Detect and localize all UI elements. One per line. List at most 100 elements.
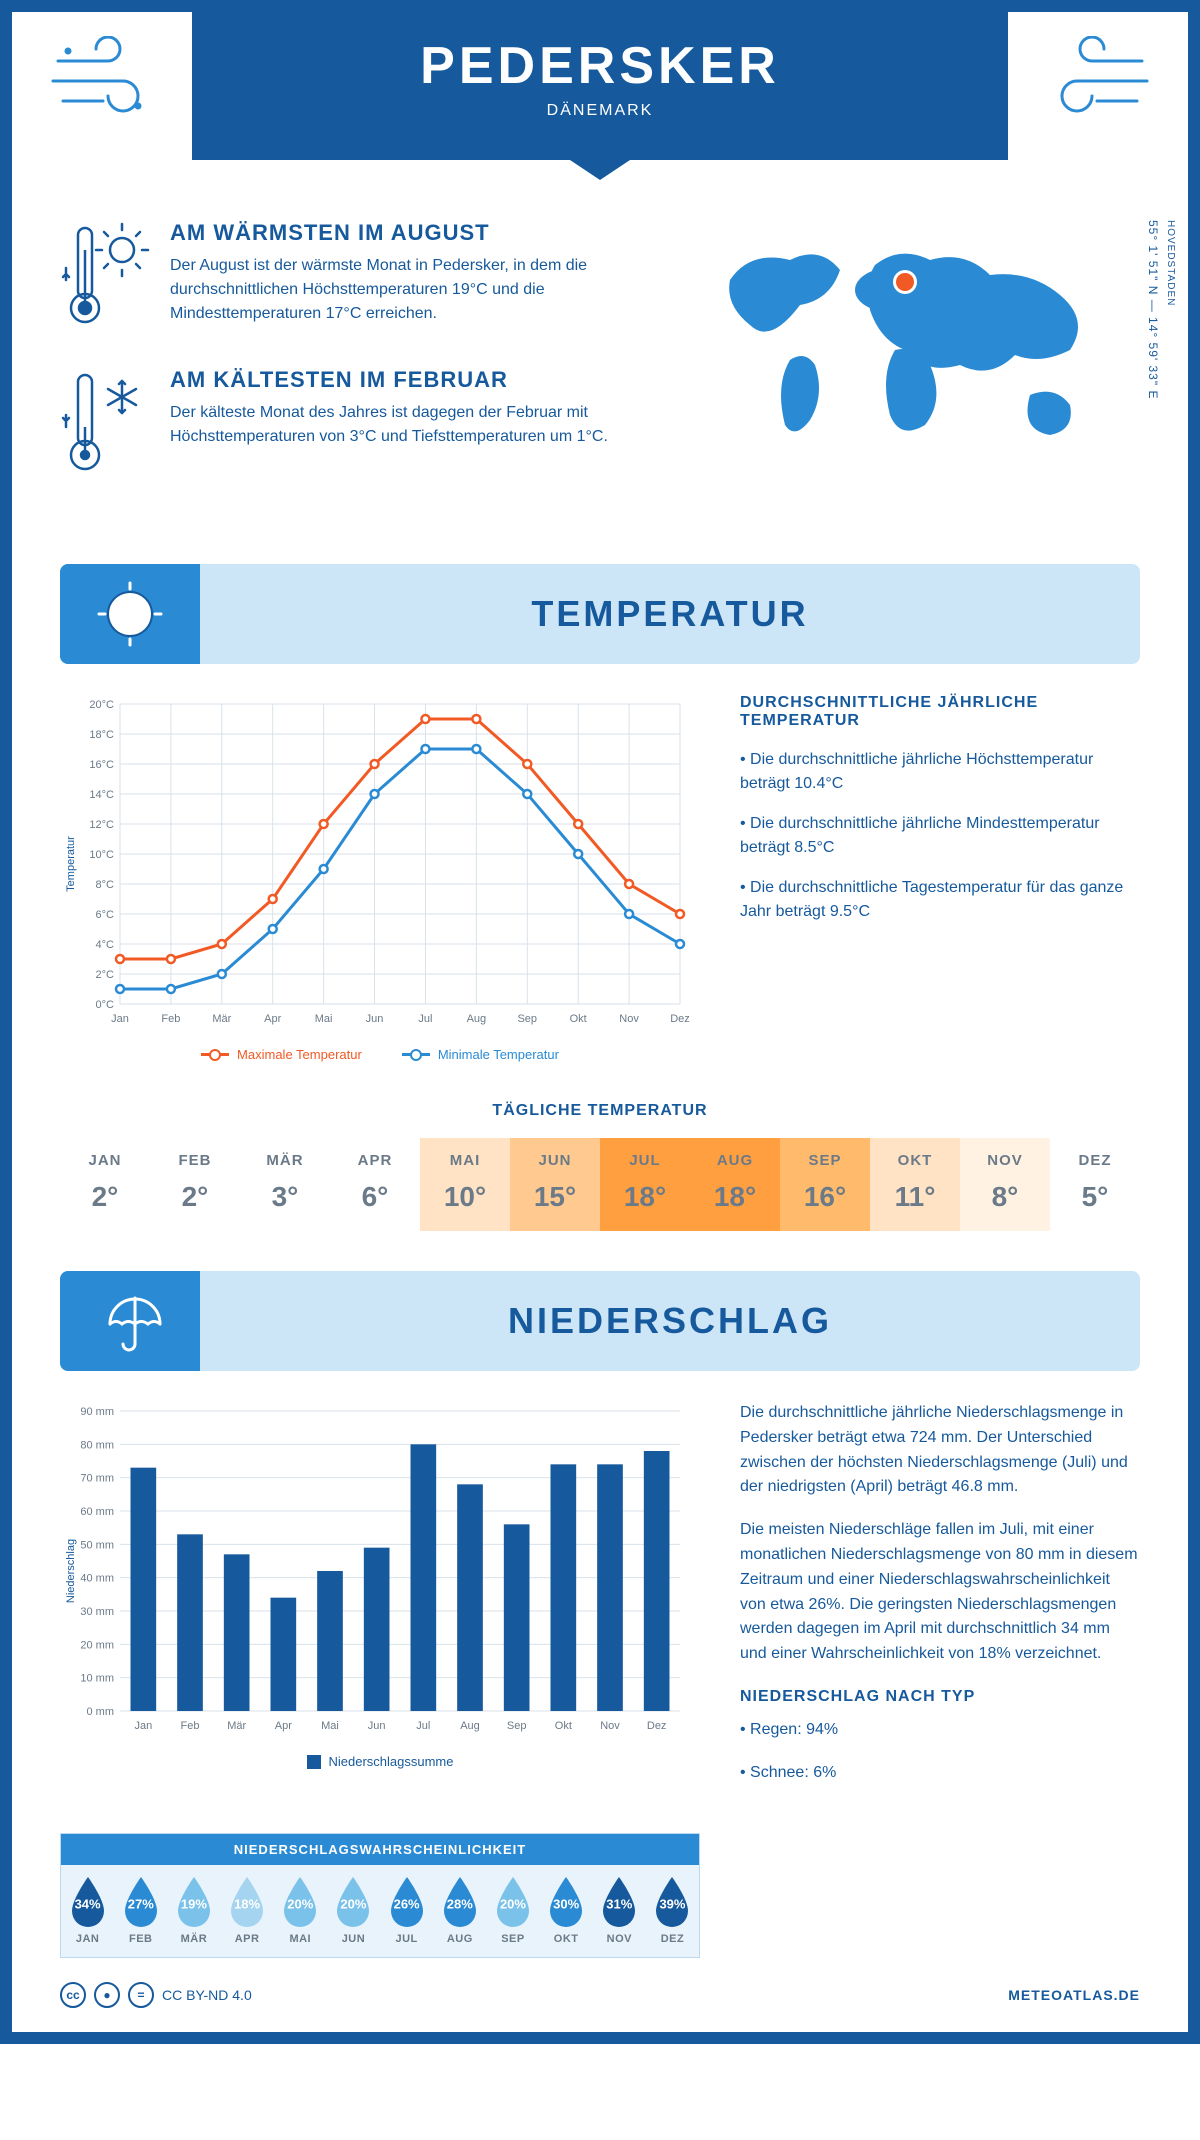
temperature-heading: TEMPERATUR xyxy=(200,593,1140,635)
daily-cell: MÄR3° xyxy=(240,1138,330,1231)
daily-cell: DEZ5° xyxy=(1050,1138,1140,1231)
prob-cell: 27%FEB xyxy=(114,1865,167,1957)
svg-text:Jul: Jul xyxy=(418,1013,432,1025)
precipitation-bar-chart: 0 mm10 mm20 mm30 mm40 mm50 mm60 mm70 mm8… xyxy=(60,1401,700,1803)
prob-cell: 18%APR xyxy=(221,1865,274,1957)
coordinates: 55° 1' 51" N — 14° 59' 33" E xyxy=(1146,220,1160,399)
svg-text:Dez: Dez xyxy=(670,1013,690,1025)
location-title: PEDERSKER xyxy=(192,36,1008,96)
thermometer-sun-icon xyxy=(60,220,150,335)
prob-cell: 20%JUN xyxy=(327,1865,380,1957)
license-text: CC BY-ND 4.0 xyxy=(162,1987,252,2003)
svg-text:Sep: Sep xyxy=(517,1013,537,1025)
wind-icon xyxy=(48,36,168,131)
daily-cell: MAI10° xyxy=(420,1138,510,1231)
prob-cell: 28%AUG xyxy=(433,1865,486,1957)
svg-text:16°C: 16°C xyxy=(89,759,114,771)
sun-icon xyxy=(95,579,165,649)
daily-temperature-strip: JAN2°FEB2°MÄR3°APR6°MAI10°JUN15°JUL18°AU… xyxy=(60,1138,1140,1231)
svg-text:Jun: Jun xyxy=(366,1013,384,1025)
warmest-fact: AM WÄRMSTEN IM AUGUST Der August ist der… xyxy=(60,220,660,335)
temperature-legend: Maximale Temperatur Minimale Temperatur xyxy=(60,1047,700,1062)
region-label: HOVEDSTADEN xyxy=(1165,220,1176,306)
svg-text:8°C: 8°C xyxy=(96,879,115,891)
intro-section: AM WÄRMSTEN IM AUGUST Der August ist der… xyxy=(12,200,1188,554)
section-header-precipitation: NIEDERSCHLAG xyxy=(60,1271,1140,1371)
precip-type1: • Regen: 94% xyxy=(740,1718,1140,1743)
warmest-text: Der August ist der wärmste Monat in Pede… xyxy=(170,254,660,326)
daily-cell: AUG18° xyxy=(690,1138,780,1231)
footer: cc ● = CC BY-ND 4.0 METEOATLAS.DE xyxy=(12,1958,1188,2008)
header: PEDERSKER DÄNEMARK xyxy=(192,12,1008,160)
daily-cell: SEP16° xyxy=(780,1138,870,1231)
svg-text:Mai: Mai xyxy=(315,1013,333,1025)
svg-text:Apr: Apr xyxy=(275,1720,292,1732)
umbrella-icon xyxy=(95,1286,165,1356)
prob-cell: 34%JAN xyxy=(61,1865,114,1957)
legend-min: Minimale Temperatur xyxy=(438,1047,559,1062)
svg-text:Feb: Feb xyxy=(161,1013,180,1025)
svg-text:70 mm: 70 mm xyxy=(80,1473,114,1485)
svg-text:Aug: Aug xyxy=(467,1013,487,1025)
svg-text:Jan: Jan xyxy=(134,1720,152,1732)
infographic-page: PEDERSKER DÄNEMARK AM WÄRMSTEN IM AUGUST… xyxy=(0,0,1200,2044)
coldest-fact: AM KÄLTESTEN IM FEBRUAR Der kälteste Mon… xyxy=(60,367,660,482)
svg-text:80 mm: 80 mm xyxy=(80,1439,114,1451)
cc-icon: cc xyxy=(60,1982,86,2008)
prob-cell: 20%SEP xyxy=(486,1865,539,1957)
precip-type2: • Schnee: 6% xyxy=(740,1761,1140,1786)
section-header-temperature: TEMPERATUR xyxy=(60,564,1140,664)
prob-cell: 26%JUL xyxy=(380,1865,433,1957)
svg-text:0°C: 0°C xyxy=(96,999,115,1011)
precip-p2: Die meisten Niederschläge fallen im Juli… xyxy=(740,1518,1140,1667)
svg-text:12°C: 12°C xyxy=(89,819,114,831)
svg-text:Okt: Okt xyxy=(570,1013,587,1025)
precipitation-info: Die durchschnittliche jährliche Niedersc… xyxy=(740,1401,1140,1803)
warmest-title: AM WÄRMSTEN IM AUGUST xyxy=(170,220,660,246)
svg-text:Nov: Nov xyxy=(619,1013,639,1025)
svg-text:Jun: Jun xyxy=(368,1720,386,1732)
prob-cell: 19%MÄR xyxy=(167,1865,220,1957)
svg-text:Jan: Jan xyxy=(111,1013,129,1025)
svg-text:Mär: Mär xyxy=(212,1013,231,1025)
temperature-line-chart: 0°C2°C4°C6°C8°C10°C12°C14°C16°C18°C20°CJ… xyxy=(60,694,700,1062)
daily-temp-title: TÄGLICHE TEMPERATUR xyxy=(12,1102,1188,1120)
thermometer-snow-icon xyxy=(60,367,150,482)
coldest-text: Der kälteste Monat des Jahres ist dagege… xyxy=(170,401,660,449)
prob-cell: 20%MAI xyxy=(274,1865,327,1957)
by-icon: ● xyxy=(94,1982,120,2008)
daily-cell: APR6° xyxy=(330,1138,420,1231)
svg-text:Mär: Mär xyxy=(227,1720,246,1732)
temp-info-b1: • Die durchschnittliche jährliche Höchst… xyxy=(740,748,1140,796)
svg-text:10°C: 10°C xyxy=(89,849,114,861)
daily-cell: NOV8° xyxy=(960,1138,1050,1231)
nd-icon: = xyxy=(128,1982,154,2008)
svg-text:60 mm: 60 mm xyxy=(80,1506,114,1518)
svg-text:Niederschlag: Niederschlag xyxy=(65,1539,77,1603)
temperature-info: DURCHSCHNITTLICHE JÄHRLICHE TEMPERATUR •… xyxy=(740,694,1140,1062)
svg-text:6°C: 6°C xyxy=(96,909,115,921)
legend-max: Maximale Temperatur xyxy=(237,1047,362,1062)
precip-type-title: NIEDERSCHLAG NACH TYP xyxy=(740,1685,1140,1710)
temp-info-title: DURCHSCHNITTLICHE JÄHRLICHE TEMPERATUR xyxy=(740,694,1140,730)
world-map: 55° 1' 51" N — 14° 59' 33" E HOVEDSTADEN xyxy=(700,220,1140,514)
coldest-title: AM KÄLTESTEN IM FEBRUAR xyxy=(170,367,660,393)
daily-cell: OKT11° xyxy=(870,1138,960,1231)
precipitation-probability-box: NIEDERSCHLAGSWAHRSCHEINLICHKEIT 34%JAN27… xyxy=(60,1833,700,1958)
daily-cell: JUN15° xyxy=(510,1138,600,1231)
temp-info-b2: • Die durchschnittliche jährliche Mindes… xyxy=(740,812,1140,860)
legend-precip: Niederschlagssumme xyxy=(329,1754,454,1769)
license: cc ● = CC BY-ND 4.0 xyxy=(60,1982,252,2008)
temp-info-b3: • Die durchschnittliche Tagestemperatur … xyxy=(740,876,1140,924)
daily-cell: JAN2° xyxy=(60,1138,150,1231)
prob-cell: 31%NOV xyxy=(593,1865,646,1957)
svg-text:0 mm: 0 mm xyxy=(87,1706,115,1718)
svg-text:Sep: Sep xyxy=(507,1720,527,1732)
svg-text:90 mm: 90 mm xyxy=(80,1406,114,1418)
svg-text:Dez: Dez xyxy=(647,1720,667,1732)
daily-cell: JUL18° xyxy=(600,1138,690,1231)
svg-text:Mai: Mai xyxy=(321,1720,339,1732)
svg-text:50 mm: 50 mm xyxy=(80,1539,114,1551)
prob-cell: 30%OKT xyxy=(540,1865,593,1957)
svg-text:10 mm: 10 mm xyxy=(80,1673,114,1685)
